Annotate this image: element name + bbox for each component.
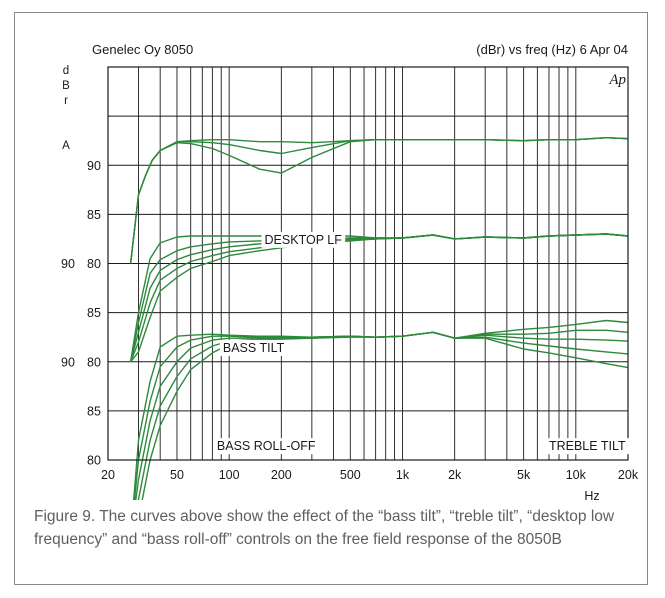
annotation-label: DESKTOP LF	[265, 233, 343, 247]
x-tick-label: 5k	[517, 468, 531, 482]
y-axis-label-b: B	[62, 80, 70, 92]
series-line	[129, 136, 629, 264]
annotations: DESKTOP LF BASS TILT BASS ROLL-OFF TREBLE T…	[213, 231, 629, 455]
frequency-response-chart: Genelec Oy 8050 (dBr) vs freq (Hz) 6 Apr…	[61, 42, 639, 500]
x-tick-label: 10k	[566, 468, 587, 482]
x-axis-label: Hz	[584, 489, 599, 500]
annotation-background	[213, 438, 319, 455]
series-line	[141, 331, 629, 500]
x-tick-label: 100	[219, 468, 240, 482]
grid	[108, 67, 628, 460]
chart-title-left: Genelec Oy 8050	[92, 42, 193, 57]
series-line	[132, 319, 629, 500]
series-line	[137, 331, 629, 500]
y-tick-label: 90	[87, 159, 101, 173]
y-tick-label: 80	[87, 355, 101, 369]
x-tick-label: 20	[101, 468, 115, 482]
ap-logo-text: Ap	[608, 72, 626, 88]
x-tick-label: 1k	[396, 468, 410, 482]
series-line	[135, 331, 629, 500]
y-tick-label: 90	[61, 257, 75, 271]
y-tick-label: 80	[87, 257, 101, 271]
figure-frame	[14, 12, 648, 585]
y-tick-label: 85	[87, 208, 101, 222]
y-axis-label-r: r	[64, 95, 68, 107]
y-tick-label: 85	[87, 306, 101, 320]
x-tick-label: 2k	[448, 468, 462, 482]
annotation-label: BASS TILT	[223, 341, 285, 355]
chart-title-right: (dBr) vs freq (Hz) 6 Apr 04	[476, 42, 628, 57]
y-axis-label-a: A	[62, 140, 70, 152]
y-tick-label: 90	[61, 355, 75, 369]
annotation-background	[261, 231, 346, 248]
annotation-background	[219, 339, 288, 356]
x-tick-label: 50	[170, 468, 184, 482]
annotation-label: BASS ROLL-OFF	[217, 439, 316, 453]
annotation-background	[545, 438, 629, 455]
y-axis-label-d: d	[63, 65, 69, 77]
figure-caption: Figure 9. The curves above show the effe…	[34, 508, 615, 548]
annotation-label: TREBLE TILT	[549, 439, 626, 453]
x-tick-label: 200	[271, 468, 292, 482]
x-tick-label: 500	[340, 468, 361, 482]
series-line	[133, 329, 629, 500]
y-tick-label: 80	[87, 454, 101, 468]
axis-labels: 20 50 100 200 500 1k 2k 5k 10k 20k 90 85 80 90 85 80 90 8…	[61, 159, 639, 482]
y-tick-label: 85	[87, 404, 101, 418]
x-tick-label: 20k	[618, 468, 639, 482]
plot-border	[107, 66, 629, 461]
